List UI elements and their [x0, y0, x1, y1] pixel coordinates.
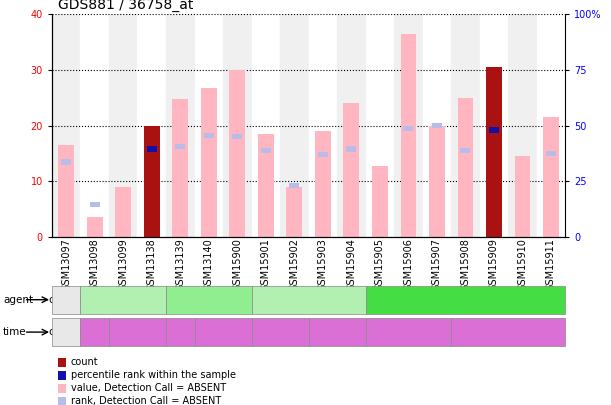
- Bar: [432, 123, 442, 128]
- Text: rank, Detection Call = ABSENT: rank, Detection Call = ABSENT: [71, 396, 221, 405]
- Bar: [403, 126, 414, 131]
- Bar: [252, 14, 280, 237]
- Bar: [346, 146, 356, 152]
- Bar: [61, 159, 71, 164]
- Text: GDS881 / 36758_at: GDS881 / 36758_at: [58, 0, 194, 12]
- Bar: [508, 14, 536, 237]
- Bar: [337, 14, 365, 237]
- Bar: [343, 103, 359, 237]
- Bar: [372, 166, 388, 237]
- Text: time: time: [3, 327, 27, 337]
- Bar: [172, 99, 188, 237]
- Bar: [166, 14, 194, 237]
- Bar: [486, 67, 502, 237]
- Bar: [201, 88, 216, 237]
- Bar: [480, 14, 508, 237]
- Bar: [232, 134, 243, 139]
- Text: percentile rank within the sample: percentile rank within the sample: [71, 371, 236, 380]
- Bar: [318, 152, 328, 157]
- Text: E2/TOT: E2/TOT: [447, 295, 484, 305]
- Bar: [543, 117, 559, 237]
- Text: agent: agent: [3, 295, 33, 305]
- Bar: [365, 14, 394, 237]
- Text: count: count: [71, 358, 98, 367]
- Bar: [489, 127, 499, 133]
- Bar: [52, 14, 81, 237]
- Bar: [229, 70, 245, 237]
- Bar: [81, 14, 109, 237]
- Text: E2: E2: [117, 295, 130, 305]
- Bar: [287, 187, 302, 237]
- Text: 48 h: 48 h: [126, 327, 149, 337]
- Bar: [194, 14, 223, 237]
- Text: 48 h: 48 h: [211, 327, 235, 337]
- Text: value, Detection Call = ABSENT: value, Detection Call = ABSENT: [71, 384, 226, 393]
- Bar: [536, 14, 565, 237]
- Bar: [423, 14, 451, 237]
- Bar: [258, 134, 274, 237]
- Text: 48 h: 48 h: [326, 327, 349, 337]
- Bar: [90, 202, 100, 207]
- Bar: [87, 217, 103, 237]
- Text: 8 h: 8 h: [172, 327, 189, 337]
- Text: E2/Ral: E2/Ral: [292, 295, 325, 305]
- Bar: [137, 14, 166, 237]
- Bar: [280, 14, 309, 237]
- Text: E2/ICI: E2/ICI: [194, 295, 224, 305]
- Bar: [546, 151, 556, 156]
- Bar: [460, 148, 470, 153]
- Bar: [309, 14, 337, 237]
- Bar: [401, 34, 416, 237]
- Bar: [514, 156, 530, 237]
- Bar: [394, 14, 423, 237]
- Text: 48 h: 48 h: [497, 327, 520, 337]
- Bar: [429, 126, 445, 237]
- Bar: [203, 133, 214, 139]
- Bar: [458, 98, 473, 237]
- Bar: [451, 14, 480, 237]
- Bar: [147, 146, 157, 152]
- Text: 8 h: 8 h: [86, 327, 103, 337]
- Bar: [223, 14, 252, 237]
- Text: control: control: [48, 327, 84, 337]
- Bar: [144, 126, 159, 237]
- Bar: [115, 187, 131, 237]
- Text: 8 h: 8 h: [272, 327, 288, 337]
- Bar: [59, 145, 74, 237]
- Text: control: control: [48, 295, 84, 305]
- Bar: [315, 131, 331, 237]
- Bar: [109, 14, 137, 237]
- Text: 8 h: 8 h: [400, 327, 417, 337]
- Bar: [289, 183, 299, 188]
- Bar: [261, 148, 271, 153]
- Bar: [175, 144, 185, 149]
